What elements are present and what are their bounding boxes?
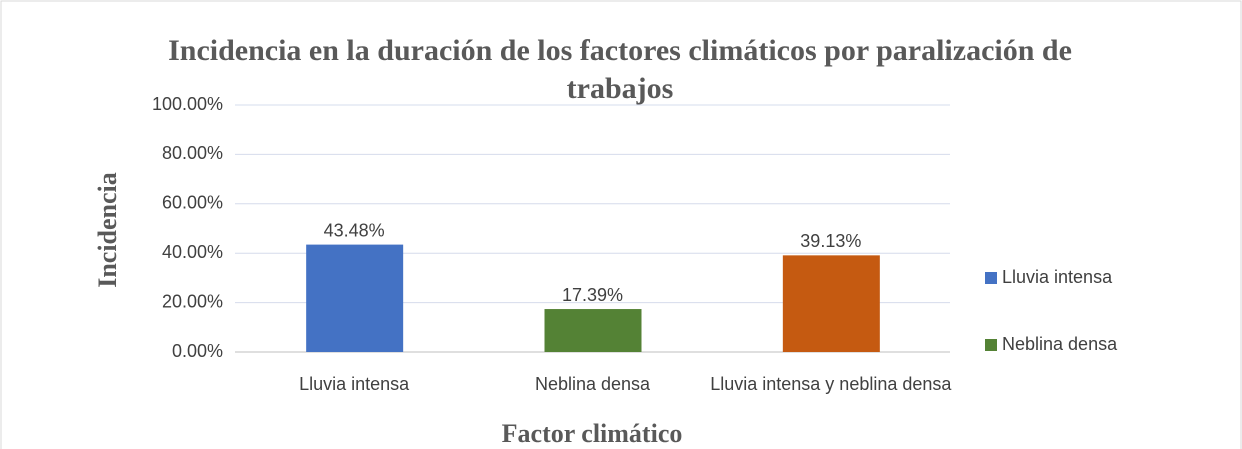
x-tick-label: Lluvia intensa y neblina densa [710, 374, 952, 394]
x-tick-label: Neblina densa [534, 374, 651, 394]
legend-label: Lluvia intensa [1002, 267, 1113, 287]
y-axis-label: Incidencia [93, 172, 122, 288]
y-tick-label: 40.00% [162, 242, 223, 262]
bar [782, 255, 880, 352]
x-tick-label: Lluvia intensa [299, 374, 410, 394]
legend-label: Neblina densa [1002, 334, 1118, 354]
legend-swatch [985, 339, 997, 351]
y-tick-label: 80.00% [162, 143, 223, 163]
data-label: 43.48% [324, 220, 385, 240]
y-tick-label: 100.00% [152, 94, 223, 114]
y-tick-label: 0.00% [172, 341, 223, 361]
bar [306, 244, 404, 352]
bar [544, 309, 642, 352]
data-label: 17.39% [562, 285, 623, 305]
legend-swatch [985, 272, 997, 284]
data-label: 39.13% [800, 231, 861, 251]
x-axis-label: Factor climático [502, 419, 683, 448]
y-tick-label: 60.00% [162, 193, 223, 213]
y-tick-label: 20.00% [162, 291, 223, 311]
chart-title: Incidencia en la duración de los factore… [168, 34, 1072, 105]
